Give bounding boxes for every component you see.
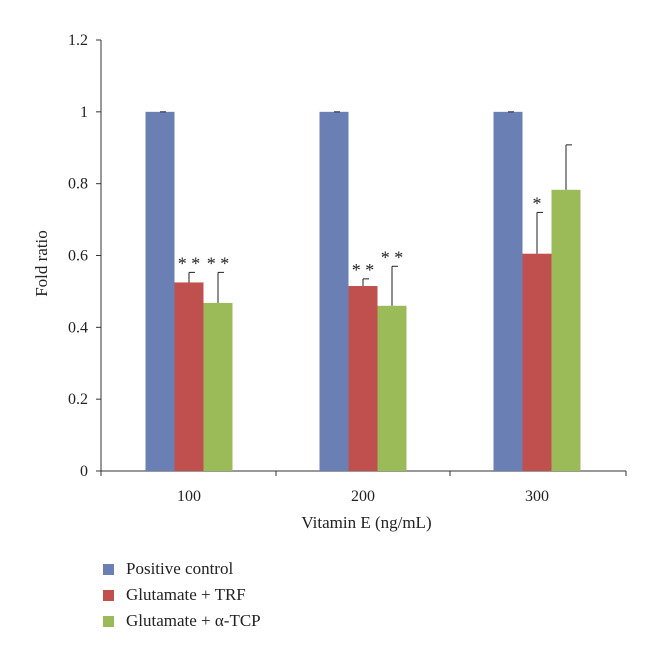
y-tick-label: 0.8 [68, 176, 88, 193]
legend-swatch [103, 563, 114, 575]
legend-label: Positive control [126, 559, 234, 578]
y-tick-label: 1.2 [68, 32, 88, 49]
bar [174, 282, 204, 471]
significance-label: * * [207, 253, 230, 273]
bar [145, 111, 175, 471]
bar-chart: 0 0.2 0.4 0.6 0.8 1 1.2 100 200 300 Vitamin E (ng/… [32, 32, 627, 532]
x-tick-label: 100 [177, 488, 201, 505]
legend-item: Positive control [103, 556, 261, 582]
significance-label: * * [178, 253, 201, 273]
legend-item: Glutamate + TRF [103, 582, 261, 608]
legend: Positive control Glutamate + TRF Glutamate… [103, 556, 261, 634]
x-tick-label: 300 [525, 488, 549, 505]
legend-label: Glutamate + α-TCP [126, 611, 261, 630]
axes: 0 0.2 0.4 0.6 0.8 1 1.2 100 200 300 Vitamin E (ng/… [32, 32, 627, 532]
y-tick-label: 1 [80, 104, 88, 121]
legend-label: Glutamate + TRF [126, 585, 246, 604]
bar [319, 111, 349, 471]
bar [377, 305, 407, 471]
bars-group [145, 111, 581, 471]
bar [522, 253, 552, 471]
y-tick-label: 0.2 [68, 391, 88, 408]
legend-swatch [103, 589, 114, 601]
bar [551, 189, 581, 471]
labels-group: * * * * * * * * * [178, 193, 542, 279]
bar [348, 286, 378, 471]
significance-label: * [533, 193, 542, 213]
legend-swatch [103, 615, 114, 627]
y-tick-label: 0.6 [68, 248, 88, 265]
y-axis-title: Fold ratio [32, 230, 51, 297]
y-tick-label: 0 [80, 463, 88, 480]
x-tick-label: 200 [351, 488, 375, 505]
legend-item: Glutamate + α-TCP [103, 608, 261, 634]
x-axis-title: Vitamin E (ng/mL) [301, 513, 431, 532]
bar [203, 302, 233, 471]
y-tick-label: 0.4 [68, 319, 88, 336]
significance-label: * * [381, 247, 404, 267]
significance-label: * * [352, 260, 375, 280]
bar [493, 111, 523, 471]
